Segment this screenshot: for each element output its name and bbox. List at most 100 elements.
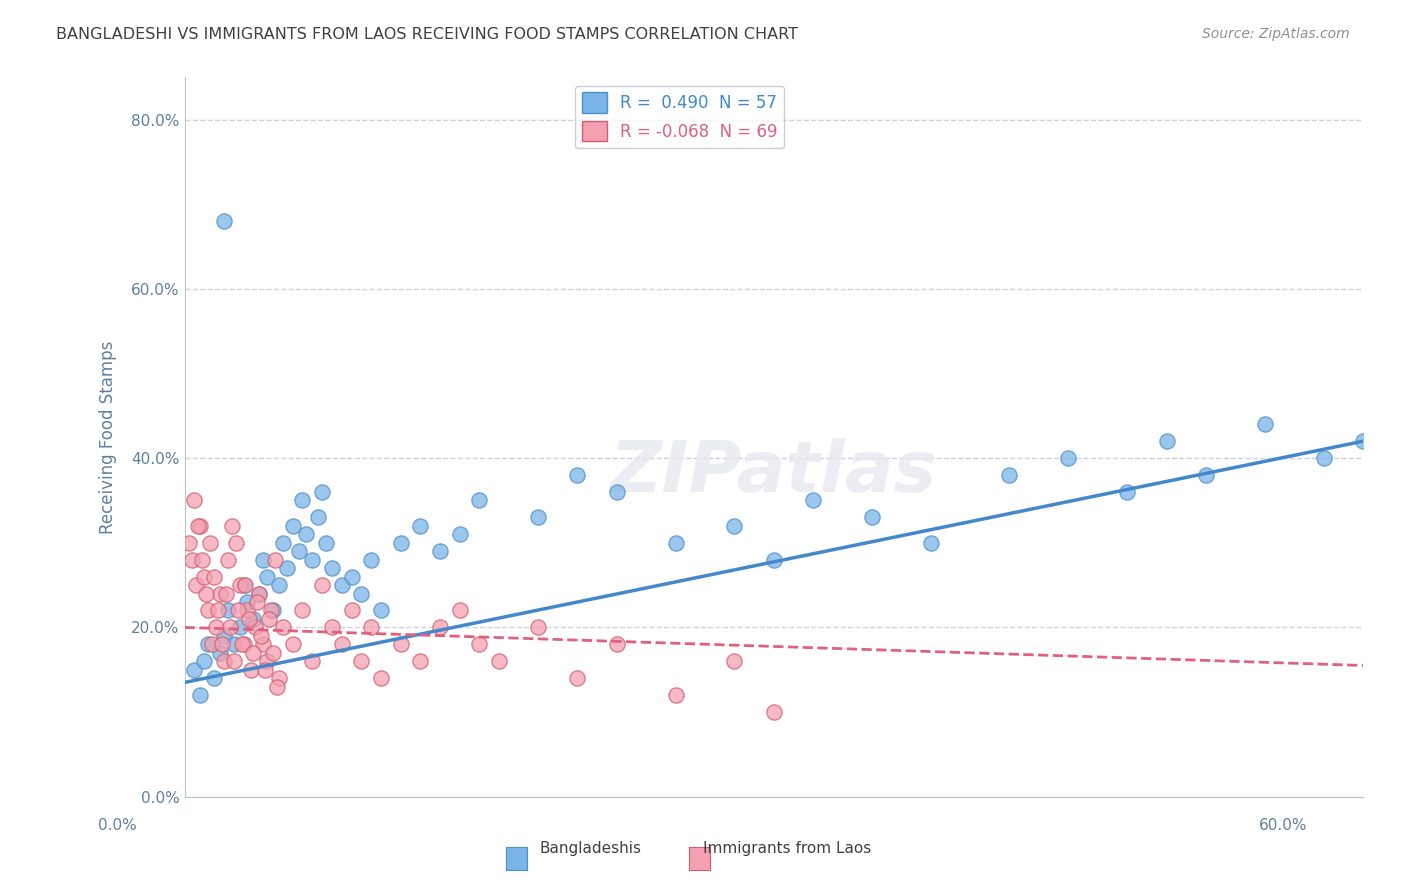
Point <box>449 603 471 617</box>
Point <box>217 603 239 617</box>
Point <box>567 468 589 483</box>
Point <box>188 519 211 533</box>
Point <box>350 586 373 600</box>
Point <box>207 603 229 617</box>
Point <box>226 603 249 617</box>
Point <box>291 493 314 508</box>
Point <box>262 646 284 660</box>
Point <box>188 688 211 702</box>
Point <box>360 552 382 566</box>
Text: Bangladeshis: Bangladeshis <box>540 841 641 856</box>
Point <box>468 637 491 651</box>
Point <box>664 688 686 702</box>
Point <box>232 578 254 592</box>
Point <box>242 646 264 660</box>
Point <box>429 544 451 558</box>
Point <box>228 620 250 634</box>
Point <box>664 536 686 550</box>
Point <box>198 536 221 550</box>
Point <box>222 637 245 651</box>
Point <box>217 552 239 566</box>
Text: Source: ZipAtlas.com: Source: ZipAtlas.com <box>1202 27 1350 41</box>
Point <box>228 578 250 592</box>
Point <box>330 637 353 651</box>
Point <box>762 552 785 566</box>
Point <box>195 586 218 600</box>
Point <box>429 620 451 634</box>
Point <box>212 214 235 228</box>
Point <box>267 671 290 685</box>
Point <box>236 603 259 617</box>
Point <box>276 561 298 575</box>
Point <box>321 620 343 634</box>
Point <box>252 637 274 651</box>
Point <box>197 603 219 617</box>
Point <box>183 493 205 508</box>
Legend: R =  0.490  N = 57, R = -0.068  N = 69: R = 0.490 N = 57, R = -0.068 N = 69 <box>575 86 785 148</box>
Point <box>370 671 392 685</box>
Point <box>264 552 287 566</box>
Point <box>723 519 745 533</box>
Point <box>256 569 278 583</box>
Point <box>232 637 254 651</box>
Point <box>247 586 270 600</box>
Point <box>211 637 233 651</box>
Point <box>256 654 278 668</box>
Point <box>266 680 288 694</box>
Point <box>221 519 243 533</box>
Point <box>242 612 264 626</box>
Point <box>191 552 214 566</box>
Point <box>1156 434 1178 449</box>
Point <box>177 536 200 550</box>
Point <box>201 637 224 651</box>
Point <box>254 663 277 677</box>
Point <box>1253 417 1275 432</box>
Text: BANGLADESHI VS IMMIGRANTS FROM LAOS RECEIVING FOOD STAMPS CORRELATION CHART: BANGLADESHI VS IMMIGRANTS FROM LAOS RECE… <box>56 27 799 42</box>
Point <box>250 629 273 643</box>
Point <box>801 493 824 508</box>
Point <box>860 510 883 524</box>
Point <box>389 536 412 550</box>
Point <box>208 646 231 660</box>
Point <box>202 671 225 685</box>
Point <box>262 603 284 617</box>
Point <box>247 586 270 600</box>
Point <box>606 637 628 651</box>
Point <box>281 637 304 651</box>
Point <box>920 536 942 550</box>
Point <box>449 527 471 541</box>
Point <box>222 654 245 668</box>
Point <box>246 595 269 609</box>
Point <box>311 578 333 592</box>
Text: 60.0%: 60.0% <box>1260 818 1308 832</box>
Point <box>202 569 225 583</box>
Point <box>360 620 382 634</box>
Point <box>187 519 209 533</box>
Point <box>1312 451 1334 466</box>
Point <box>527 620 550 634</box>
Point <box>307 510 329 524</box>
Point <box>1351 434 1374 449</box>
Point <box>212 629 235 643</box>
Point <box>197 637 219 651</box>
Point <box>236 595 259 609</box>
Point <box>181 552 204 566</box>
Point <box>321 561 343 575</box>
Point <box>208 586 231 600</box>
Point <box>267 578 290 592</box>
Point <box>193 654 215 668</box>
Text: Immigrants from Laos: Immigrants from Laos <box>703 841 872 856</box>
Point <box>311 485 333 500</box>
Point <box>281 519 304 533</box>
Point <box>295 527 318 541</box>
Point <box>271 536 294 550</box>
Point <box>370 603 392 617</box>
Point <box>193 569 215 583</box>
Point <box>231 637 253 651</box>
Point <box>330 578 353 592</box>
Point <box>340 569 363 583</box>
Point <box>409 519 432 533</box>
Point <box>257 612 280 626</box>
Point <box>468 493 491 508</box>
Point <box>723 654 745 668</box>
